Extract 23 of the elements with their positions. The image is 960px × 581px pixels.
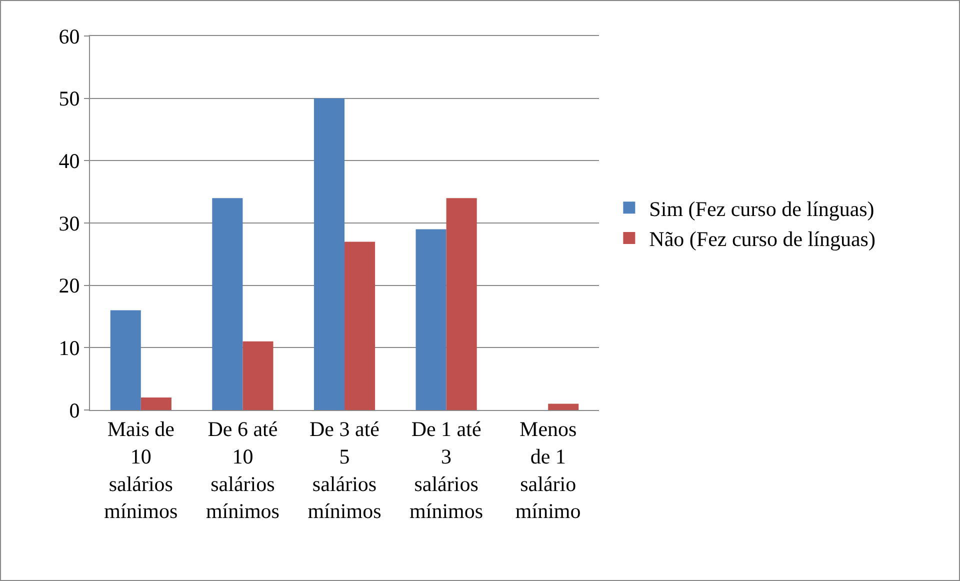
legend-label: Não (Fez curso de línguas) <box>649 227 876 252</box>
y-tick-label: 50 <box>58 86 80 111</box>
x-tick-label: De 1 até 3 salários mínimos <box>410 417 484 524</box>
bar <box>212 198 243 410</box>
y-tick-label: 10 <box>58 336 80 360</box>
bar <box>314 98 344 410</box>
y-tick-label: 30 <box>58 211 80 236</box>
bar <box>416 229 446 410</box>
x-tick-label: Menos de 1 salário mínimo <box>515 417 581 524</box>
x-tick-label: De 3 até 5 salários mínimos <box>308 417 382 524</box>
bar <box>110 310 141 410</box>
bar <box>344 242 376 410</box>
bar <box>242 341 274 410</box>
legend-label: Sim (Fez curso de línguas) <box>649 196 874 221</box>
x-tick-label: De 6 até 10 salários mínimos <box>206 417 280 524</box>
y-tick-label: 60 <box>58 24 80 48</box>
bar <box>140 398 172 410</box>
y-tick-label: 20 <box>58 274 80 298</box>
y-tick-label: 40 <box>58 149 80 174</box>
y-tick-label: 0 <box>69 398 80 422</box>
bar <box>446 198 477 410</box>
bar <box>548 404 579 410</box>
x-tick-label: Mais de 10 salários mínimos <box>104 417 178 524</box>
